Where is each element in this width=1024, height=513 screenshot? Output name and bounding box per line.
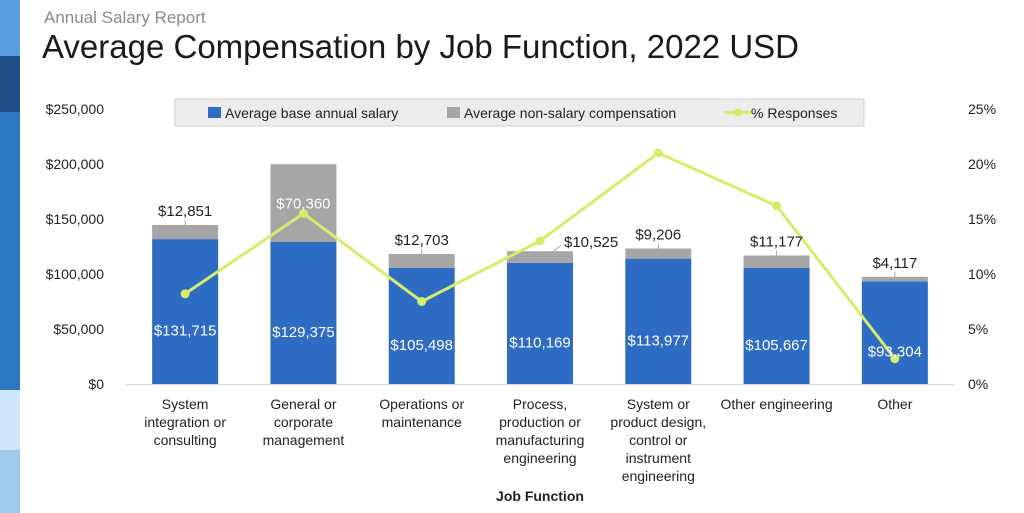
bar-non-salary — [152, 224, 219, 240]
x-category-label: control or — [629, 432, 688, 448]
data-label-base: $105,667 — [745, 337, 808, 354]
responses-point — [890, 354, 900, 364]
data-label-base: $129,375 — [272, 324, 335, 341]
accent-strip-band — [0, 56, 20, 112]
data-label-base: $105,498 — [390, 337, 453, 354]
accent-strip-band — [0, 450, 20, 513]
report-supertitle: Annual Salary Report — [44, 8, 206, 27]
x-category-label: engineering — [503, 450, 576, 466]
data-label-base: $93,304 — [868, 344, 922, 361]
x-category-label: General or — [270, 396, 336, 412]
bar-base-salary — [743, 267, 810, 384]
accent-strip-band — [0, 0, 20, 56]
data-label-non-salary: $70,360 — [276, 195, 330, 212]
x-category-label: integration or — [144, 414, 226, 430]
data-label-non-salary: $11,177 — [750, 233, 803, 250]
responses-point — [180, 289, 190, 299]
x-category-label: System or — [627, 396, 690, 412]
y-right-tick-label: 15% — [968, 211, 996, 227]
data-label-base: $113,977 — [628, 332, 689, 349]
x-category-label: Other — [877, 396, 912, 412]
y-right-tick-label: 25% — [968, 101, 996, 117]
bar-base-salary — [507, 262, 573, 384]
leader-line — [547, 244, 562, 257]
y-right-tick-label: 0% — [968, 376, 988, 392]
responses-point — [298, 209, 308, 218]
data-label-non-salary: $4,117 — [872, 255, 917, 272]
bar-non-salary — [625, 248, 692, 259]
accent-strip — [0, 0, 20, 513]
responses-point — [772, 201, 782, 211]
x-category-label: maintenance — [382, 414, 462, 430]
bar-non-salary — [861, 276, 928, 282]
responses-point — [535, 236, 545, 246]
data-label-non-salary: $10,525 — [564, 234, 618, 251]
legend-marker-responses — [734, 108, 742, 117]
x-category-label: Process, — [513, 396, 567, 412]
y-left-tick-label: $250,000 — [46, 101, 105, 117]
bar-base-salary — [152, 239, 219, 384]
legend-swatch-base — [208, 107, 221, 118]
legend-label-responses: % Responses — [751, 105, 837, 121]
x-category-label: product design, — [610, 414, 706, 430]
responses-point — [653, 148, 663, 158]
bar-non-salary — [507, 251, 573, 263]
data-label-non-salary: $9,206 — [635, 226, 681, 243]
bar-base-salary — [270, 241, 337, 384]
page-title: Average Compensation by Job Function, 20… — [42, 28, 800, 65]
x-category-label: System — [162, 396, 209, 412]
data-label-non-salary: $12,851 — [158, 203, 212, 220]
x-category-label: management — [263, 432, 345, 448]
legend-label-base: Average base annual salary — [225, 105, 398, 121]
y-right-tick-label: 20% — [968, 156, 996, 172]
y-left-tick-label: $150,000 — [46, 211, 105, 227]
x-category-label: Operations or — [379, 396, 464, 412]
bar-base-salary — [388, 267, 455, 384]
data-label-non-salary: $12,703 — [395, 232, 449, 249]
y-right-tick-label: 5% — [968, 321, 988, 337]
x-category-label: consulting — [154, 432, 217, 448]
y-right-tick-label: 10% — [968, 266, 996, 282]
y-left-tick-label: $0 — [88, 376, 104, 392]
data-label-base: $131,715 — [154, 323, 217, 340]
bar-non-salary — [388, 253, 455, 268]
bar-non-salary — [743, 255, 810, 268]
y-left-tick-label: $200,000 — [46, 156, 105, 172]
x-axis-title: Job Function — [496, 488, 584, 504]
data-label-base: $110,169 — [509, 334, 570, 351]
accent-strip-band — [0, 390, 20, 450]
legend-label-non-salary: Average non-salary compensation — [464, 105, 676, 121]
accent-strip-band — [0, 112, 20, 390]
y-left-tick-label: $100,000 — [46, 266, 105, 282]
x-category-label: engineering — [622, 468, 695, 484]
x-category-label: corporate — [274, 414, 333, 430]
legend-swatch-non-salary — [447, 107, 460, 118]
responses-point — [417, 297, 427, 306]
bar-base-salary — [861, 281, 928, 384]
x-category-label: production or — [499, 414, 581, 430]
x-category-label: instrument — [626, 450, 691, 466]
y-left-tick-label: $50,000 — [53, 321, 104, 337]
bar-base-salary — [625, 258, 692, 384]
x-category-label: Other engineering — [721, 396, 833, 412]
x-category-label: manufacturing — [496, 432, 585, 448]
